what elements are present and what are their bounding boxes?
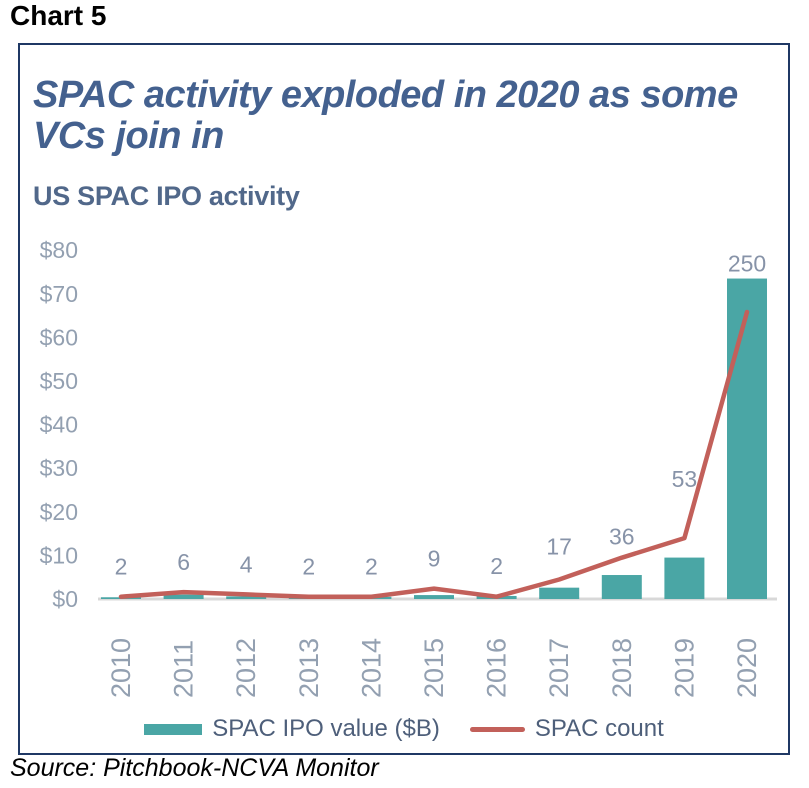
data-label-2010: 2 <box>115 554 128 580</box>
chart-subtitle: US SPAC IPO activity <box>33 181 300 211</box>
chart-legend: SPAC IPO value ($B) SPAC count <box>20 715 788 743</box>
source-note: Source: Pitchbook-NCVA Monitor <box>10 754 379 782</box>
bar-series-legend-label: SPAC IPO value ($B) <box>212 715 440 742</box>
y-tick-label-20: $20 <box>40 499 78 525</box>
bar-2018 <box>601 575 642 599</box>
spac-combo-chart: $0 $10 $20 $30 $40 $50 $60 $70 $80 2 6 4 2 2 9 2 17 36 53 2… <box>40 237 777 698</box>
data-label-2016: 2 <box>490 553 503 579</box>
line-series-legend-label: SPAC count <box>534 715 664 742</box>
x-tick-label-2014: 2014 <box>356 638 386 698</box>
bar-2020 <box>727 278 767 599</box>
y-tick-label-10: $10 <box>40 542 78 568</box>
bar-2019 <box>664 557 705 599</box>
data-label-2012: 4 <box>240 551 253 577</box>
line-series-swatch-icon <box>469 726 525 732</box>
x-tick-label-2011: 2011 <box>169 640 199 698</box>
figure-label: Chart 5 <box>10 0 107 31</box>
data-label-2015: 9 <box>428 546 441 572</box>
x-tick-label-2016: 2016 <box>482 638 512 698</box>
bar-2012 <box>226 596 267 599</box>
data-label-2017: 17 <box>546 533 572 559</box>
chart-panel: SPAC activity exploded in 2020 as some V… <box>18 43 790 755</box>
spac-count-line <box>118 309 750 599</box>
x-tick-label-2015: 2015 <box>419 638 449 698</box>
y-tick-label-70: $70 <box>40 281 78 307</box>
x-tick-label-2013: 2013 <box>294 638 324 698</box>
y-tick-label-60: $60 <box>40 324 78 350</box>
y-tick-label-50: $50 <box>40 368 78 394</box>
x-tick-label-2018: 2018 <box>607 638 637 698</box>
y-tick-label-80: $80 <box>40 237 78 263</box>
data-label-2019: 53 <box>672 466 698 492</box>
y-tick-label-30: $30 <box>40 455 78 481</box>
bar-series-swatch-icon <box>144 723 203 735</box>
y-tick-label-0: $0 <box>52 586 78 612</box>
chart-title: SPAC activity exploded in 2020 as some V… <box>33 74 738 158</box>
x-tick-label-2010: 2010 <box>106 638 136 698</box>
y-tick-label-40: $40 <box>40 412 78 438</box>
bar-2015 <box>414 595 454 599</box>
x-tick-label-2020: 2020 <box>732 638 762 698</box>
bar-2017 <box>539 587 580 599</box>
bar-2011 <box>163 594 204 599</box>
x-tick-label-2019: 2019 <box>669 638 699 698</box>
x-tick-label-2017: 2017 <box>544 638 574 698</box>
data-label-2014: 2 <box>365 554 378 580</box>
data-label-2013: 2 <box>302 554 315 580</box>
data-label-2018: 36 <box>609 524 635 550</box>
data-label-2011: 6 <box>177 549 190 575</box>
x-tick-label-2012: 2012 <box>231 638 261 698</box>
data-label-2020: 250 <box>728 251 766 277</box>
